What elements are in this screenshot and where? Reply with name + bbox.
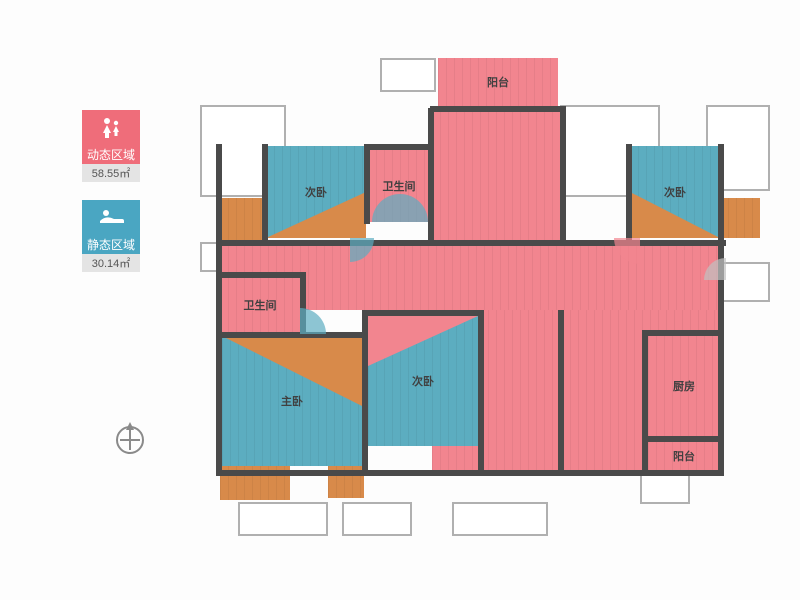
legend-value: 30.14㎡ [82,254,140,272]
door-arc [370,192,430,252]
wall-segment [642,330,722,336]
compass-icon [116,426,144,454]
door-arc [324,212,376,264]
door-arc [702,256,750,304]
door-arc [612,210,668,266]
room-kitchen [648,334,720,438]
door-arc [272,306,328,362]
wall-segment [560,108,566,240]
legend-label: 静态区域 [82,234,140,254]
wall-segment [362,310,368,470]
wall-segment [642,436,722,442]
structural-slab [380,58,436,92]
room-balcony-br [648,442,720,470]
wall-segment [362,310,482,316]
wood-floor [720,198,760,238]
wall-segment [216,144,222,474]
wall-segment [642,330,648,474]
wood-floor [220,198,266,242]
legend-label: 动态区域 [82,144,140,164]
legend-value: 58.55㎡ [82,164,140,182]
wall-segment [430,106,566,112]
legend-tile-dynamic [82,110,140,144]
room-balcony-top [438,58,558,106]
wall-segment [718,144,724,474]
people-icon [97,116,125,138]
sleep-icon [96,207,126,227]
structural-slab [238,502,328,536]
zone-triangle [368,316,478,366]
wall-segment [478,310,484,470]
wall-segment [558,470,724,476]
wall-segment [262,144,268,240]
structural-slab [452,502,548,536]
wall-segment [216,272,302,278]
wall-segment [558,310,564,470]
wall-segment [216,470,560,476]
structural-slab [342,502,412,536]
legend-tile-static [82,200,140,234]
floorplan-canvas: 动态区域58.55㎡静态区域30.14㎡阳台客餐厅卫生间卫生间厨房阳台次卧次卧主… [0,0,800,600]
wall-segment [364,144,434,150]
